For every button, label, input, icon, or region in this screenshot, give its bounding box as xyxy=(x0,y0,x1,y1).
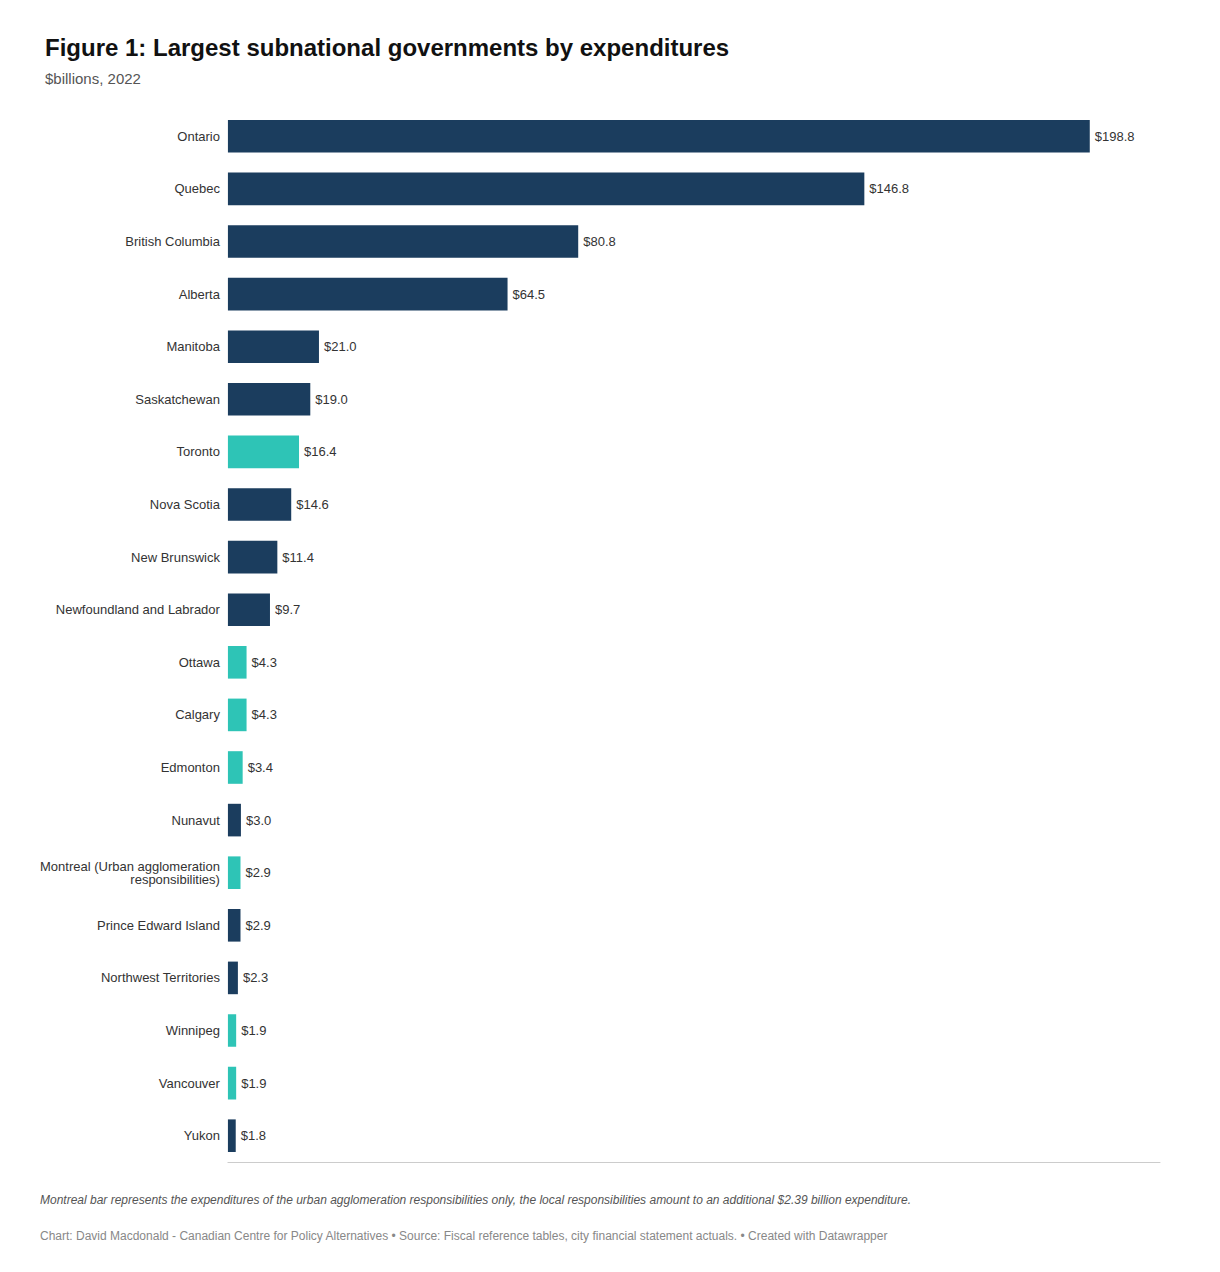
svg-text:Prince Edward Island: Prince Edward Island xyxy=(97,918,220,933)
svg-text:$2.9: $2.9 xyxy=(245,918,270,933)
svg-text:Edmonton: Edmonton xyxy=(161,760,220,775)
svg-text:Figure 1: Largest subnational: Figure 1: Largest subnational government… xyxy=(45,34,729,61)
svg-text:Calgary: Calgary xyxy=(175,707,220,722)
svg-text:$64.5: $64.5 xyxy=(513,287,546,302)
svg-text:Toronto: Toronto xyxy=(177,444,220,459)
svg-text:British Columbia: British Columbia xyxy=(125,234,220,249)
svg-text:$4.3: $4.3 xyxy=(252,655,277,670)
svg-text:$2.9: $2.9 xyxy=(245,865,270,880)
svg-text:$146.8: $146.8 xyxy=(869,181,909,196)
svg-text:$4.3: $4.3 xyxy=(252,707,277,722)
svg-text:$1.8: $1.8 xyxy=(241,1128,266,1143)
svg-text:$billions, 2022: $billions, 2022 xyxy=(45,70,141,87)
svg-text:Montreal (Urban agglomeration: Montreal (Urban agglomeration xyxy=(40,858,220,874)
svg-text:Vancouver: Vancouver xyxy=(159,1076,221,1091)
svg-text:Northwest Territories: Northwest Territories xyxy=(101,970,220,985)
svg-text:Alberta: Alberta xyxy=(179,287,221,302)
svg-text:$21.0: $21.0 xyxy=(324,339,357,354)
svg-text:$3.0: $3.0 xyxy=(246,813,271,828)
svg-text:$19.0: $19.0 xyxy=(315,392,348,407)
svg-text:$3.4: $3.4 xyxy=(248,760,273,775)
svg-text:$1.9: $1.9 xyxy=(241,1076,266,1091)
svg-text:New Brunswick: New Brunswick xyxy=(131,550,220,565)
svg-text:Quebec: Quebec xyxy=(174,181,220,196)
svg-text:Ontario: Ontario xyxy=(177,129,220,144)
svg-text:Montreal bar represents the ex: Montreal bar represents the expenditures… xyxy=(40,1193,911,1207)
svg-text:$2.3: $2.3 xyxy=(243,970,268,985)
svg-text:Nunavut: Nunavut xyxy=(172,813,221,828)
svg-text:Newfoundland and Labrador: Newfoundland and Labrador xyxy=(56,602,221,617)
svg-text:Manitoba: Manitoba xyxy=(166,339,220,354)
svg-text:Ottawa: Ottawa xyxy=(179,655,221,670)
svg-text:$11.4: $11.4 xyxy=(282,550,314,565)
svg-text:$198.8: $198.8 xyxy=(1095,129,1135,144)
svg-text:responsibilities): responsibilities) xyxy=(130,872,220,887)
svg-text:$80.8: $80.8 xyxy=(583,234,616,249)
svg-text:$9.7: $9.7 xyxy=(275,602,300,617)
svg-text:Nova Scotia: Nova Scotia xyxy=(150,497,221,512)
svg-text:$1.9: $1.9 xyxy=(241,1023,266,1038)
svg-text:Yukon: Yukon xyxy=(184,1128,220,1143)
svg-text:Chart: David Macdonald - Canad: Chart: David Macdonald - Canadian Centre… xyxy=(40,1229,887,1243)
svg-text:$14.6: $14.6 xyxy=(296,497,329,512)
svg-text:$16.4: $16.4 xyxy=(304,444,337,459)
svg-text:Saskatchewan: Saskatchewan xyxy=(135,392,220,407)
svg-text:Winnipeg: Winnipeg xyxy=(166,1023,220,1038)
